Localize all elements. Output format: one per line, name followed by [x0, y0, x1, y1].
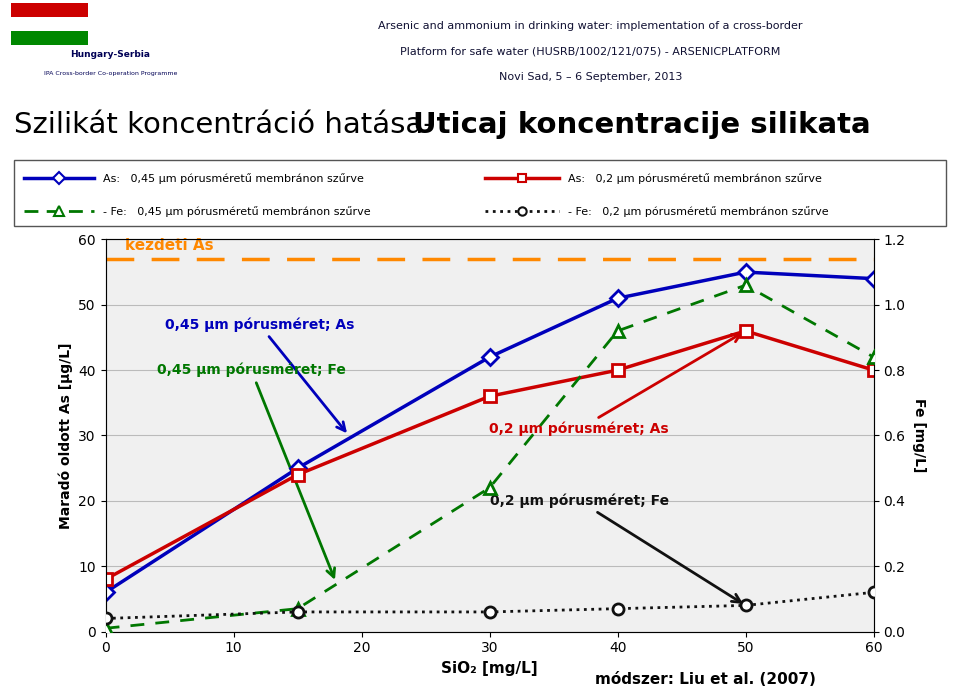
- Bar: [12, 3, 88, 17]
- Text: Szilikát koncentráció hatása-: Szilikát koncentráció hatása-: [14, 111, 434, 139]
- Bar: [12, 31, 88, 45]
- Bar: [12, 17, 88, 31]
- Y-axis label: Fe [mg/L]: Fe [mg/L]: [912, 398, 926, 473]
- Text: módszer: Liu et al. (2007): módszer: Liu et al. (2007): [595, 672, 816, 687]
- Text: 0,45 µm pórusméret; As: 0,45 µm pórusméret; As: [164, 317, 354, 431]
- Text: 0,2 µm pórusméret; Fe: 0,2 µm pórusméret; Fe: [490, 493, 740, 602]
- Text: - Fe:   0,2 µm pórusméretű membránon szűrve: - Fe: 0,2 µm pórusméretű membránon szűrv…: [568, 205, 829, 217]
- Text: IPA Cross-border Co-operation Programme: IPA Cross-border Co-operation Programme: [44, 71, 177, 76]
- Y-axis label: Maradó oldott As [µg/L]: Maradó oldott As [µg/L]: [59, 342, 73, 529]
- Text: As:   0,2 µm pórusméretű membránon szűrve: As: 0,2 µm pórusméretű membránon szűrve: [568, 173, 823, 184]
- Text: As:   0,45 µm pórusméretű membránon szűrve: As: 0,45 µm pórusméretű membránon szűrve: [103, 173, 364, 184]
- Text: - Fe:   0,45 µm pórusméretű membránon szűrve: - Fe: 0,45 µm pórusméretű membránon szűr…: [103, 205, 371, 217]
- Text: Novi Sad, 5 – 6 September, 2013: Novi Sad, 5 – 6 September, 2013: [498, 71, 683, 82]
- Text: Hungary-Serbia: Hungary-Serbia: [70, 50, 151, 59]
- Text: Uticaj koncentracije silikata: Uticaj koncentracije silikata: [413, 111, 871, 139]
- Text: 0,45 µm pórusméret; Fe: 0,45 µm pórusméret; Fe: [156, 363, 346, 577]
- Text: Arsenic and ammonium in drinking water: implementation of a cross-border: Arsenic and ammonium in drinking water: …: [378, 22, 803, 31]
- Text: kezdeti As: kezdeti As: [125, 237, 213, 253]
- Text: Platform for safe water (HUSRB/1002/121/075) - ARSENICPLATFORM: Platform for safe water (HUSRB/1002/121/…: [400, 46, 780, 56]
- X-axis label: SiO₂ [mg/L]: SiO₂ [mg/L]: [442, 661, 538, 676]
- Text: 0,2 µm pórusméret; As: 0,2 µm pórusméret; As: [490, 334, 740, 437]
